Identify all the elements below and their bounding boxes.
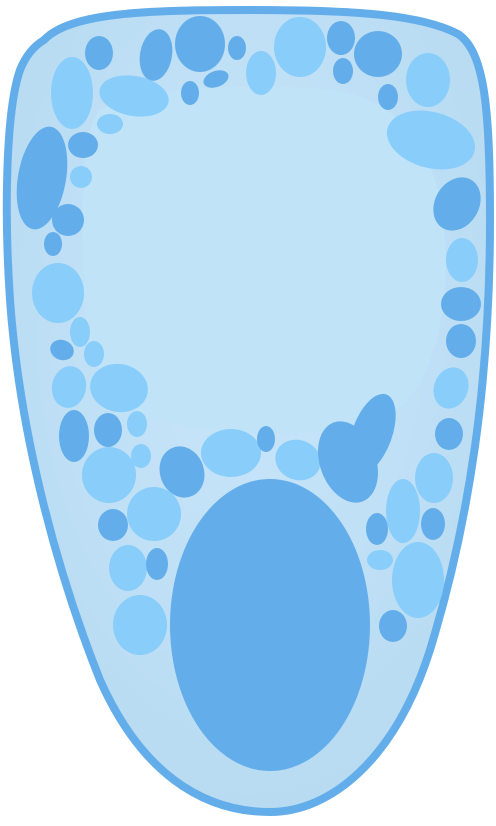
organelle-light <box>406 53 450 107</box>
organelle-dark <box>59 410 89 462</box>
organelle-dark <box>52 204 84 236</box>
organelle-light <box>97 114 123 134</box>
organelle-light <box>84 341 104 367</box>
organelle-light <box>51 366 87 408</box>
organelle-light <box>82 447 136 503</box>
organelle-light <box>113 595 167 655</box>
organelle-dark <box>98 509 128 541</box>
organelle-light <box>127 411 147 437</box>
organelle-light <box>367 550 393 570</box>
organelle-dark <box>348 393 396 475</box>
organelle-dark <box>175 16 225 72</box>
organelle-light <box>127 487 181 541</box>
nucleus <box>170 479 370 771</box>
organelle-light <box>433 367 469 409</box>
organelle-light <box>275 439 321 481</box>
organelle-light <box>415 453 453 503</box>
organelle-dark <box>68 132 98 158</box>
organelle-light <box>201 429 261 477</box>
organelle-dark <box>421 508 445 540</box>
organelle-light <box>446 238 478 282</box>
organelle-light <box>392 542 444 618</box>
organelle-dark <box>50 339 74 361</box>
central-vacuole <box>82 86 446 435</box>
organelle-light <box>131 444 151 468</box>
organelle-dark <box>94 413 122 447</box>
organelle-dark <box>16 126 68 230</box>
organelle-light <box>109 545 147 591</box>
organelle-light <box>274 17 326 77</box>
organelle-dark <box>446 324 476 358</box>
organelle-light <box>70 317 90 347</box>
organelle-dark <box>146 548 168 580</box>
organelle-dark <box>433 177 481 231</box>
organelle-dark <box>435 418 463 450</box>
organelle-light <box>246 51 276 95</box>
organelle-dark <box>203 70 229 88</box>
organelle-dark <box>441 287 481 321</box>
organelle-light <box>99 75 169 117</box>
organelle-dark <box>257 426 275 452</box>
organelle-dark <box>159 446 205 498</box>
organelle-light <box>386 479 420 543</box>
organelle-dark <box>366 513 388 545</box>
organelle-dark <box>181 81 199 105</box>
organelle-dark <box>44 232 62 256</box>
organelle-light <box>51 57 93 129</box>
organelle-dark <box>333 58 353 84</box>
organelle-dark <box>228 36 246 60</box>
organelle-light <box>70 166 92 188</box>
organelle-dark <box>354 31 402 77</box>
organelle-dark <box>327 21 355 55</box>
organelle-dark <box>379 610 407 642</box>
organelle-dark <box>378 84 398 110</box>
organelle-light <box>386 110 476 170</box>
organelle-dark <box>85 36 113 70</box>
organelle-light <box>90 363 148 413</box>
organelle-group <box>16 16 481 655</box>
organelle-light <box>32 263 84 323</box>
organelle-dark <box>139 29 173 81</box>
